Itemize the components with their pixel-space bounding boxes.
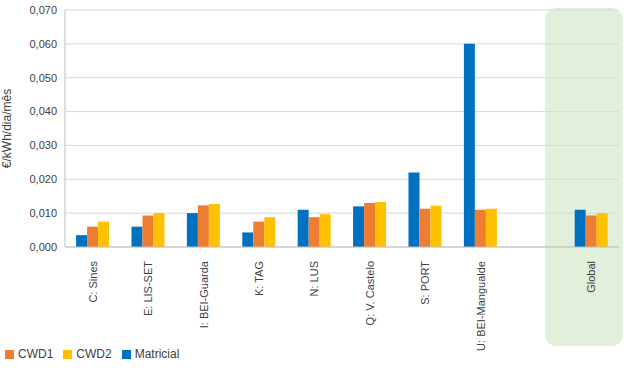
svg-text:0,060: 0,060 bbox=[29, 38, 57, 50]
svg-text:0,010: 0,010 bbox=[29, 207, 57, 219]
svg-text:I: BEI-Guarda: I: BEI-Guarda bbox=[198, 260, 210, 328]
svg-text:Global: Global bbox=[585, 261, 597, 293]
svg-text:N: LUS: N: LUS bbox=[308, 261, 320, 296]
html-text:CWD2: CWD2 bbox=[76, 347, 112, 361]
svg-text:€/kWh/dia/mês: €/kWh/dia/mês bbox=[8, 89, 14, 168]
svg-text:0,000: 0,000 bbox=[29, 241, 57, 253]
svg-text:0,030: 0,030 bbox=[29, 139, 57, 151]
svg-text:C: Sines: C: Sines bbox=[87, 261, 99, 303]
svg-text:0,070: 0,070 bbox=[29, 4, 57, 16]
svg-text:Q: V. Castelo: Q: V. Castelo bbox=[364, 261, 376, 325]
svg-text:E: LIS-SET: E: LIS-SET bbox=[142, 261, 154, 316]
html-text:Matricial: Matricial bbox=[134, 347, 180, 361]
svg-text:K: TAG: K: TAG bbox=[253, 261, 265, 296]
svg-text:0,020: 0,020 bbox=[29, 173, 57, 185]
svg-text:0,050: 0,050 bbox=[29, 72, 57, 84]
svg-text:0,040: 0,040 bbox=[29, 105, 57, 117]
svg-text:S: PORT: S: PORT bbox=[419, 261, 431, 305]
svg-text:U: BEI-Mangualde: U: BEI-Mangualde bbox=[475, 261, 487, 351]
html-text:CWD1: CWD1 bbox=[18, 347, 54, 361]
